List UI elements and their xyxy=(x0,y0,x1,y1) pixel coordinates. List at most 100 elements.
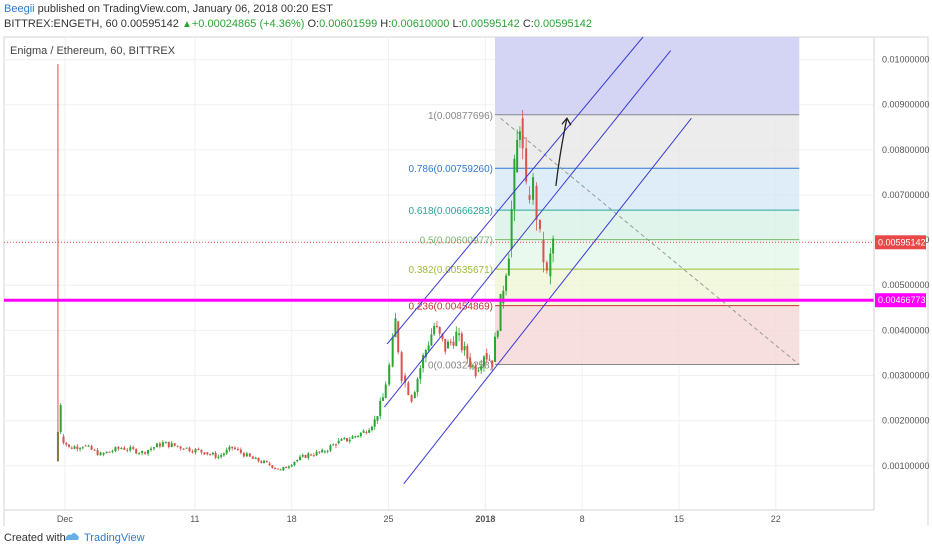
candle-body xyxy=(337,440,340,444)
candle-body xyxy=(217,456,220,458)
candle-body xyxy=(132,447,135,449)
candle-body xyxy=(312,455,315,457)
price-change: +0.00024865 (+4.36%) xyxy=(191,18,305,30)
author-link[interactable]: Beegii xyxy=(4,3,35,15)
candle-body xyxy=(102,452,105,455)
published-text: published on TradingView.com, January 06… xyxy=(37,3,333,15)
candle-body xyxy=(502,290,505,304)
fib-zone xyxy=(495,305,800,365)
candle-body xyxy=(81,447,84,449)
candle-body xyxy=(321,449,324,453)
candle-body xyxy=(304,455,307,458)
fib-zone-top xyxy=(495,37,800,115)
candle-body xyxy=(150,448,153,450)
candle-body xyxy=(438,326,441,334)
candle-body xyxy=(535,185,538,220)
x-tick-label: Dec xyxy=(57,514,74,524)
candle-body xyxy=(239,449,242,453)
candle-body xyxy=(391,337,394,367)
candle-body xyxy=(471,365,474,367)
drawings[interactable] xyxy=(4,36,874,485)
candle-body xyxy=(357,435,360,437)
candle-body xyxy=(188,447,191,452)
created-with-label: Created with xyxy=(4,532,66,544)
open-label: O: xyxy=(307,18,320,30)
candle-body xyxy=(343,438,346,440)
y-tick-label: 0.01000000 xyxy=(882,55,930,65)
candle-body xyxy=(279,469,282,471)
candle-body xyxy=(285,466,288,468)
fib-trend-line xyxy=(500,117,800,366)
fib-zone xyxy=(495,239,800,270)
candle-body xyxy=(480,365,483,371)
candle-body xyxy=(222,453,225,456)
candle-body xyxy=(433,325,436,335)
x-tick-label: 22 xyxy=(771,514,781,524)
candle-body xyxy=(265,460,268,463)
candle-body xyxy=(329,445,332,451)
price-chart[interactable]: 1(0.00877696) 0.786(0.00759260) 0.618(0.00… xyxy=(0,0,932,526)
candle-body xyxy=(397,321,400,353)
arrow-head xyxy=(561,117,572,126)
candle-body xyxy=(505,275,508,291)
candle-body xyxy=(298,456,301,460)
candle-body xyxy=(209,454,212,456)
candle-body xyxy=(516,139,519,173)
candle-body xyxy=(164,441,167,444)
y-tick-label: 0.00800000 xyxy=(882,145,930,155)
candle-body xyxy=(233,447,236,450)
candle-body xyxy=(359,432,362,436)
x-tick-label: 11 xyxy=(190,514,199,524)
candle-body xyxy=(466,345,469,359)
low-value: 0.00595142 xyxy=(461,18,520,30)
candle-body xyxy=(407,382,410,395)
candle-body xyxy=(254,457,257,459)
candle-body xyxy=(419,368,422,379)
candle-body xyxy=(427,345,430,351)
candle-body xyxy=(400,352,403,381)
low-label: L: xyxy=(452,18,462,30)
candle-body xyxy=(323,451,326,453)
up-triangle-icon: ▲ xyxy=(181,19,192,30)
candle-body xyxy=(521,118,524,149)
candle-body xyxy=(379,400,382,417)
candle-body xyxy=(65,442,68,445)
candles xyxy=(56,109,555,471)
candle-body xyxy=(365,431,368,433)
candle-body xyxy=(340,439,343,441)
fib-level-label: 0.786(0.00759260) xyxy=(408,164,493,175)
publish-header: Beegii published on TradingView.com, Jan… xyxy=(0,0,932,34)
candle-body xyxy=(424,350,427,358)
candle-body xyxy=(231,446,234,449)
fib-retracement[interactable]: 1(0.00877696) 0.786(0.00759260) 0.618(0.00… xyxy=(408,37,800,372)
footer: Created with TradingView xyxy=(0,526,932,550)
x-tick-label: 15 xyxy=(674,514,684,524)
candle-body xyxy=(422,355,425,369)
candle-body xyxy=(147,449,150,454)
candle-body xyxy=(114,447,117,452)
candle-body xyxy=(68,444,71,447)
candle-body xyxy=(271,465,274,468)
fib-zone xyxy=(495,114,800,169)
x-tick-label: 8 xyxy=(580,514,585,524)
fib-level-label: 1(0.00877696) xyxy=(428,111,493,122)
high-value: 0.00610000 xyxy=(391,18,450,30)
candle-body xyxy=(381,397,384,401)
candle-body xyxy=(200,449,203,453)
candle-body xyxy=(62,436,65,443)
candle-body xyxy=(245,453,248,457)
candle-body xyxy=(435,325,438,327)
candle-body xyxy=(463,345,466,351)
y-tick-label: 0.00400000 xyxy=(882,325,930,335)
tradingview-link[interactable]: TradingView xyxy=(84,532,145,544)
candle-body xyxy=(90,445,93,450)
candle-body xyxy=(446,341,449,349)
candle-body xyxy=(70,447,73,449)
candle-body xyxy=(293,461,296,466)
candle-body xyxy=(176,445,179,447)
candle-body xyxy=(141,450,144,454)
candle-body xyxy=(108,451,111,453)
candle-body xyxy=(441,333,444,339)
candle-body xyxy=(485,352,488,360)
candle-body xyxy=(507,258,510,276)
